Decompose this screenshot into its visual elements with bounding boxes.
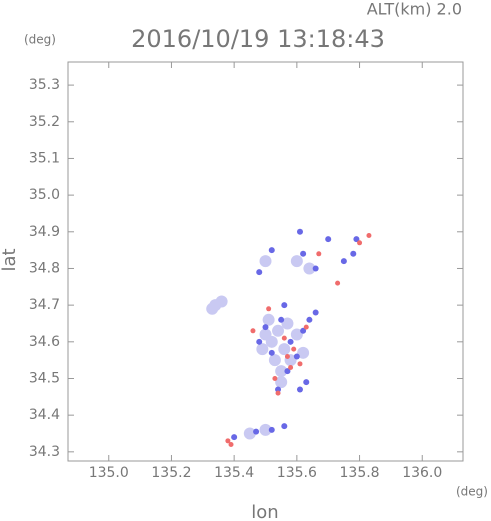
- echo-point: [259, 255, 272, 268]
- echo-point: [256, 269, 263, 276]
- echo-point: [250, 328, 256, 334]
- x-axis-label: lon: [251, 502, 278, 521]
- echo-point: [293, 353, 300, 360]
- y-tick-label: 34.4: [29, 407, 60, 423]
- echo-point: [281, 302, 288, 309]
- echo-point: [303, 262, 316, 275]
- echo-point: [306, 316, 313, 323]
- echo-point: [340, 258, 347, 265]
- x-tick-label: 135.0: [89, 465, 129, 481]
- echo-point: [268, 349, 275, 356]
- echo-point: [256, 338, 263, 345]
- echo-point: [325, 236, 332, 243]
- echo-point: [268, 247, 275, 254]
- x-tick-label: 136.0: [402, 465, 442, 481]
- echo-point: [303, 379, 310, 386]
- echo-point: [266, 306, 272, 312]
- echo-point: [287, 338, 294, 345]
- echo-point: [281, 335, 287, 341]
- echo-point: [312, 309, 319, 316]
- echo-point: [278, 343, 291, 356]
- y-axis-label: lat: [0, 248, 20, 271]
- echo-point: [275, 390, 281, 396]
- plot-frame: [67, 61, 464, 462]
- echo-point: [265, 335, 278, 348]
- x-tick-label: 135.2: [151, 465, 191, 481]
- echo-point: [300, 250, 307, 257]
- echo-point: [206, 302, 219, 315]
- echo-point: [243, 427, 256, 440]
- echo-point: [284, 368, 291, 375]
- echo-point: [316, 251, 322, 257]
- chart-title: 2016/10/19 13:18:43: [131, 25, 385, 53]
- echo-point: [272, 324, 285, 337]
- echo-point: [259, 423, 272, 436]
- y-tick-label: 34.8: [29, 260, 60, 276]
- echo-point: [288, 364, 294, 370]
- echo-point: [366, 232, 372, 238]
- echo-point: [275, 376, 288, 389]
- y-tick-label: 34.9: [29, 224, 60, 240]
- echo-point: [335, 280, 341, 286]
- y-unit: (deg): [24, 33, 56, 47]
- echo-point: [290, 328, 303, 341]
- y-tick-label: 34.3: [29, 444, 60, 460]
- echo-point: [253, 428, 260, 435]
- echo-point: [281, 423, 288, 430]
- echo-point: [291, 346, 297, 352]
- y-tick-label: 34.6: [29, 334, 60, 350]
- echo-point: [278, 316, 285, 323]
- echo-point: [275, 386, 282, 393]
- x-unit: (deg): [456, 485, 488, 499]
- x-tick-label: 135.4: [214, 465, 254, 481]
- echo-point: [357, 240, 363, 246]
- echo-point: [297, 361, 303, 367]
- echo-point: [312, 265, 319, 272]
- echo-point: [262, 324, 269, 331]
- echo-point: [215, 295, 228, 308]
- x-tick-label: 135.6: [277, 465, 317, 481]
- echo-point: [300, 327, 307, 334]
- echo-point: [290, 255, 303, 268]
- echo-point: [275, 365, 288, 378]
- echo-point: [268, 426, 275, 433]
- echo-point: [296, 228, 303, 235]
- echo-point: [272, 375, 278, 381]
- y-tick-label: 35.2: [29, 114, 60, 130]
- echo-point: [231, 434, 238, 441]
- echo-point: [353, 236, 360, 243]
- echo-point: [303, 324, 309, 330]
- y-tick-label: 35.3: [29, 77, 60, 93]
- echo-point: [228, 441, 234, 447]
- echo-point: [256, 343, 269, 356]
- y-tick-label: 35.1: [29, 150, 60, 166]
- echo-point: [262, 313, 275, 326]
- x-tick-label: 135.8: [340, 465, 380, 481]
- echo-point: [225, 438, 231, 444]
- chart-subtitle: ALT(km) 2.0: [367, 0, 462, 19]
- echo-point: [281, 317, 294, 330]
- echo-point: [268, 354, 281, 367]
- y-tick-label: 34.7: [29, 297, 60, 313]
- echo-point: [296, 386, 303, 393]
- y-tick-label: 34.5: [29, 370, 60, 386]
- y-tick-label: 35.0: [29, 187, 60, 203]
- echo-point: [297, 346, 310, 359]
- echo-point: [350, 250, 357, 257]
- echo-point: [284, 353, 290, 359]
